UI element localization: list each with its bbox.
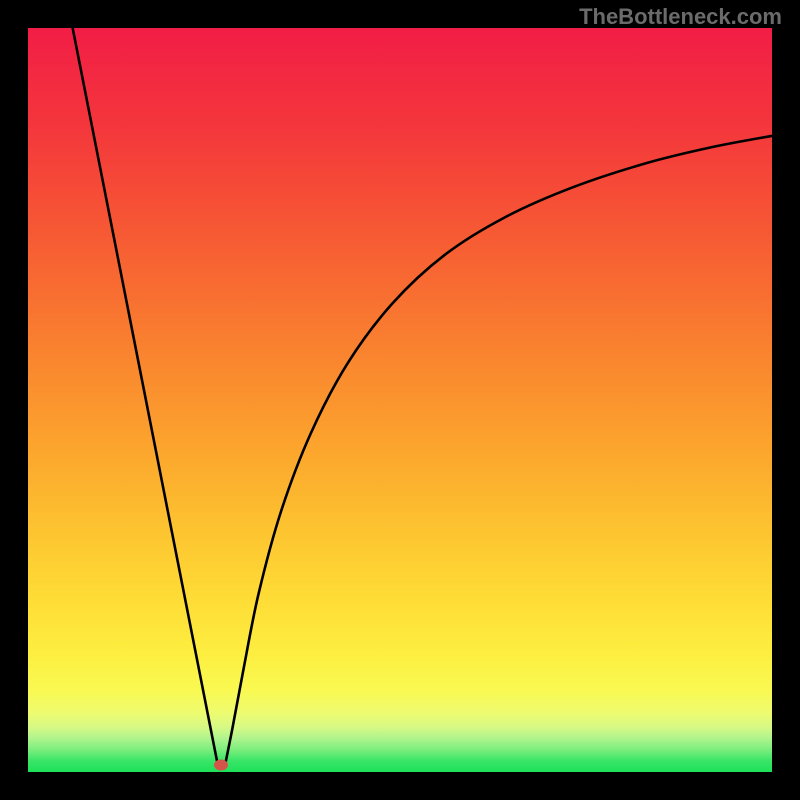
chart-stage: TheBottleneck.com xyxy=(0,0,800,800)
watermark-text: TheBottleneck.com xyxy=(579,4,782,30)
curve-left-branch xyxy=(73,28,218,765)
optimal-point-marker xyxy=(214,759,228,770)
curve-right-branch xyxy=(225,136,772,765)
plot-area xyxy=(28,28,772,772)
bottleneck-curve xyxy=(28,28,772,772)
